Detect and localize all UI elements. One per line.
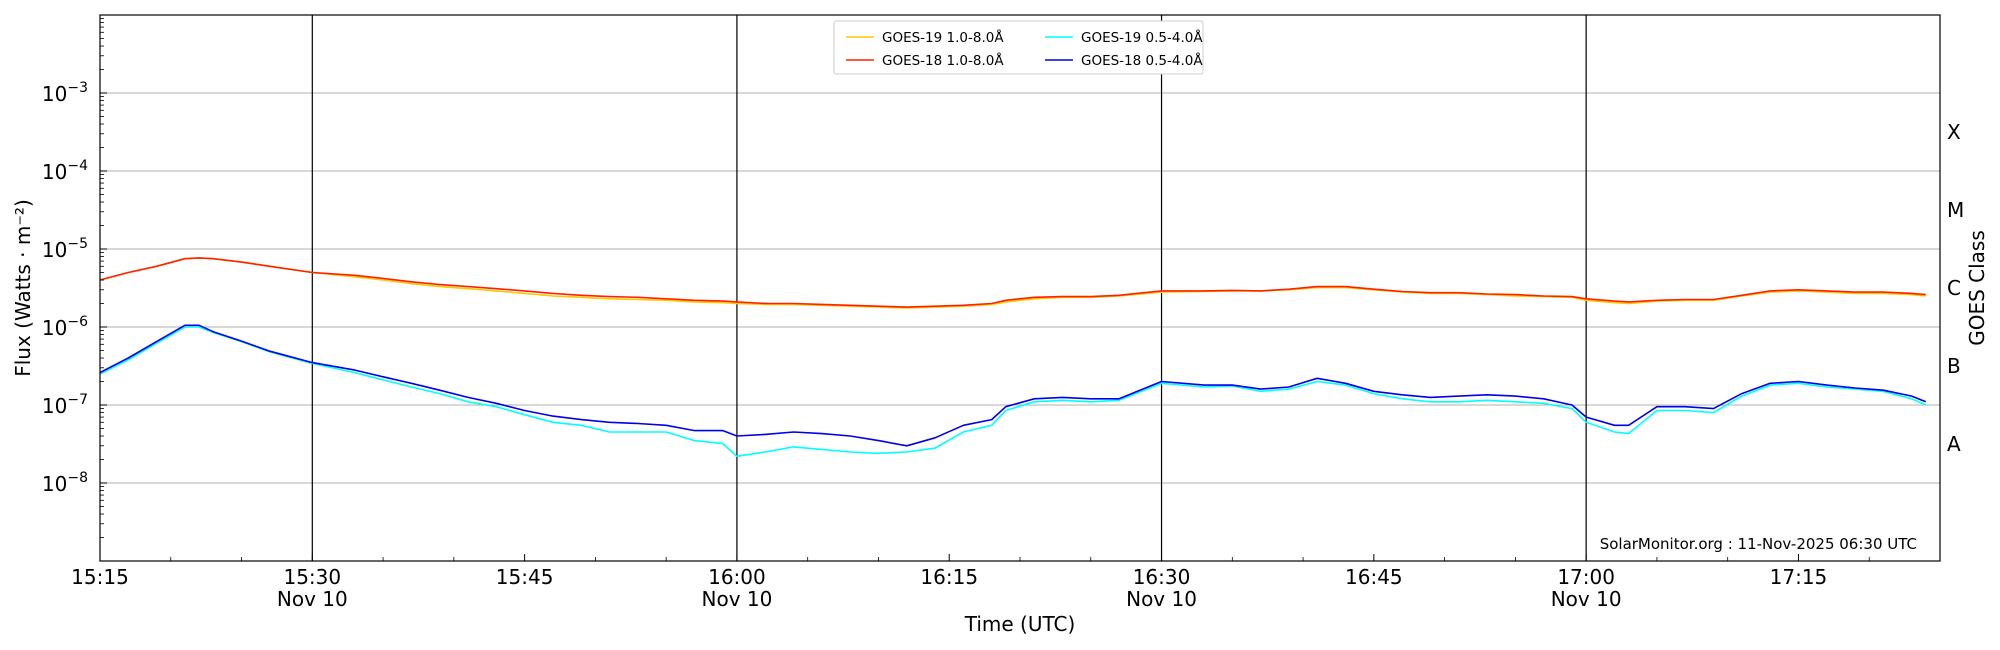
y-tick-label: 10−7 bbox=[42, 392, 88, 418]
series-line bbox=[99, 257, 1926, 308]
date-marker-lines bbox=[311, 15, 1587, 561]
series-line bbox=[99, 257, 1926, 309]
plot-frame bbox=[99, 14, 1941, 562]
x-tick-label: 16:45 bbox=[1345, 565, 1403, 589]
goes-class-label: A bbox=[1947, 432, 1961, 456]
x-tick-label: 17:15 bbox=[1770, 565, 1828, 589]
x-tick-date-label: Nov 10 bbox=[1551, 587, 1622, 611]
x-tick-date-label: Nov 10 bbox=[277, 587, 348, 611]
goes-class-label: X bbox=[1947, 120, 1961, 144]
y-tick-label: 10−8 bbox=[42, 470, 88, 496]
x-tick-label: 16:30 bbox=[1133, 565, 1191, 589]
horizontal-gridlines bbox=[100, 92, 1940, 484]
x-tick-label: 15:15 bbox=[71, 565, 129, 589]
goes-class-label: M bbox=[1947, 198, 1964, 222]
series-lines bbox=[99, 257, 1927, 458]
x-tick-label: 16:00 bbox=[708, 565, 766, 589]
goes-class-label: C bbox=[1947, 276, 1961, 300]
source-credit: SolarMonitor.org : 11-Nov-2025 06:30 UTC bbox=[1600, 535, 1917, 553]
goes-class-label: B bbox=[1947, 354, 1961, 378]
series-line bbox=[99, 326, 1927, 458]
legend-label: GOES-19 0.5-4.0Å bbox=[1081, 29, 1203, 46]
legend: GOES-19 1.0-8.0Å GOES-19 0.5-4.0Å GOES-18 … bbox=[833, 20, 1204, 75]
y-axis-right-title: GOES Class bbox=[1965, 230, 1989, 346]
y-tick-label: 10−6 bbox=[42, 314, 88, 340]
x-tick-label: 15:30 bbox=[283, 565, 341, 589]
legend-label: GOES-18 0.5-4.0Å bbox=[1081, 52, 1203, 69]
y-axis-title: Flux (Watts · m⁻²) bbox=[11, 199, 35, 377]
x-tick-label: 15:45 bbox=[496, 565, 554, 589]
y-tick-label: 10−3 bbox=[42, 80, 88, 106]
series-line bbox=[99, 324, 1927, 447]
legend-label: GOES-18 1.0-8.0Å bbox=[882, 52, 1004, 69]
y-axis-ticks: 10−8 10−7 10−6 10−5 10−4 10−3 bbox=[42, 18, 107, 538]
legend-box bbox=[833, 20, 1204, 75]
x-tick-label: 17:00 bbox=[1557, 565, 1615, 589]
y-tick-label: 10−5 bbox=[42, 236, 88, 262]
x-axis-title: Time (UTC) bbox=[964, 612, 1076, 636]
y-tick-label: 10−4 bbox=[42, 158, 88, 184]
x-tick-date-label: Nov 10 bbox=[1126, 587, 1197, 611]
x-tick-label: 16:15 bbox=[920, 565, 978, 589]
goes-class-labels: A B C M X bbox=[1947, 120, 1964, 456]
x-tick-date-label: Nov 10 bbox=[702, 587, 773, 611]
legend-label: GOES-19 1.0-8.0Å bbox=[882, 29, 1004, 46]
